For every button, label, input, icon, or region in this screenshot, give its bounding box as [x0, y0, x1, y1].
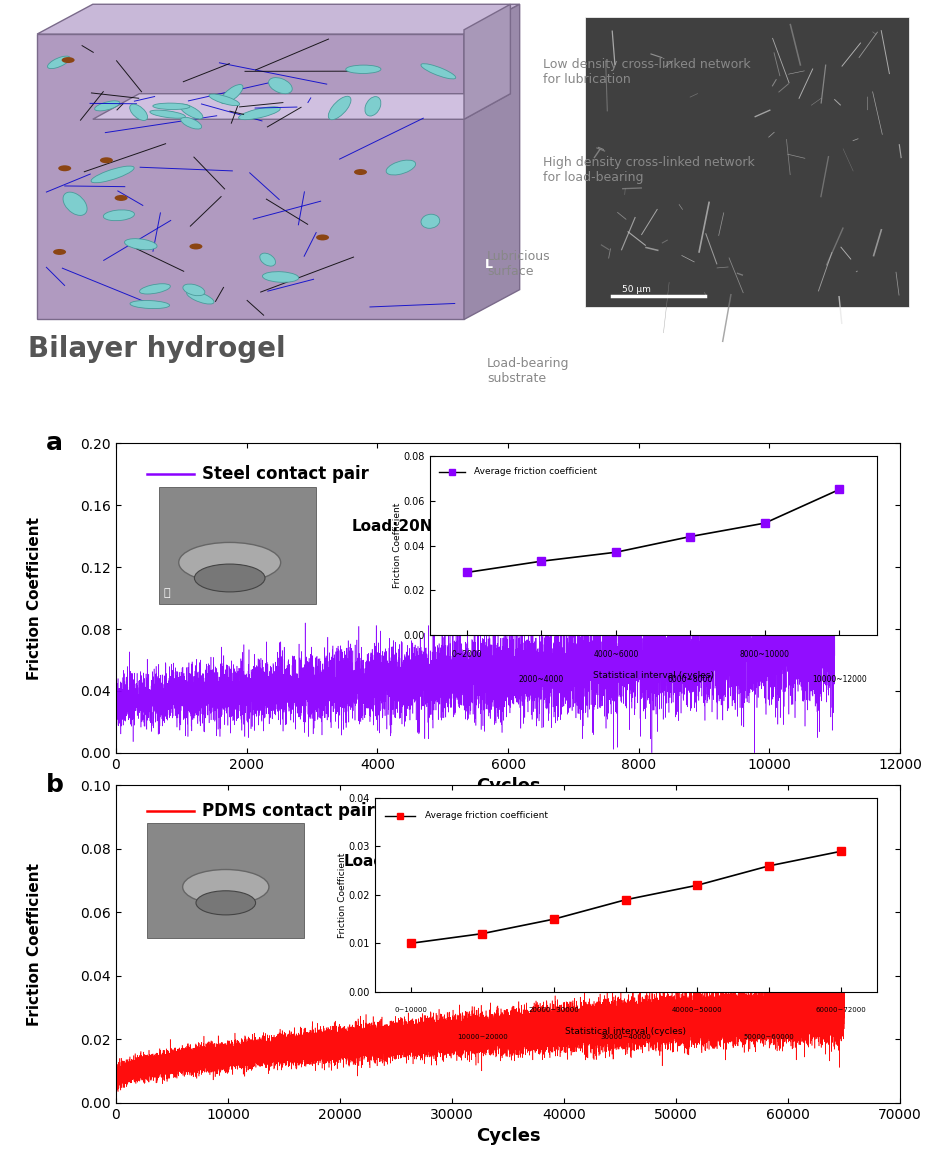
Circle shape: [61, 57, 74, 63]
Ellipse shape: [421, 64, 455, 79]
Circle shape: [58, 166, 71, 172]
Circle shape: [114, 195, 127, 201]
Text: 📷: 📷: [163, 588, 170, 599]
Bar: [159, 487, 315, 605]
Text: Load-bearing
substrate: Load-bearing substrate: [487, 357, 569, 385]
Circle shape: [195, 564, 265, 592]
Ellipse shape: [262, 272, 298, 282]
Bar: [584, 18, 908, 307]
Bar: [147, 824, 304, 938]
Text: a: a: [45, 431, 62, 455]
Text: Load:20N: Load:20N: [350, 519, 432, 534]
Ellipse shape: [209, 95, 239, 106]
Ellipse shape: [421, 215, 439, 229]
Polygon shape: [37, 5, 519, 34]
Circle shape: [100, 158, 113, 163]
X-axis label: Cycles: Cycles: [476, 777, 540, 795]
Ellipse shape: [183, 284, 205, 295]
Ellipse shape: [153, 103, 190, 110]
Ellipse shape: [47, 56, 70, 69]
X-axis label: Cycles: Cycles: [476, 1127, 540, 1145]
Ellipse shape: [268, 77, 292, 93]
Ellipse shape: [139, 284, 171, 294]
Ellipse shape: [186, 291, 214, 305]
Polygon shape: [37, 34, 464, 320]
Ellipse shape: [149, 110, 185, 118]
Y-axis label: Friction Coefficient: Friction Coefficient: [27, 862, 42, 1026]
Circle shape: [196, 890, 255, 915]
Circle shape: [353, 169, 366, 175]
Text: L: L: [485, 258, 493, 271]
Polygon shape: [93, 93, 510, 119]
Ellipse shape: [124, 239, 157, 250]
Ellipse shape: [346, 65, 381, 74]
Ellipse shape: [180, 104, 203, 119]
Ellipse shape: [63, 193, 87, 216]
Ellipse shape: [91, 166, 134, 183]
Ellipse shape: [221, 84, 243, 104]
Text: High density cross-linked network
for load-bearing: High density cross-linked network for lo…: [542, 156, 754, 184]
Text: 50 μm: 50 μm: [621, 285, 650, 294]
Ellipse shape: [95, 100, 120, 111]
Circle shape: [316, 235, 329, 240]
Text: PDMS contact pair: PDMS contact pair: [202, 802, 375, 819]
Text: Bilayer hydrogel: Bilayer hydrogel: [28, 335, 286, 363]
Text: b: b: [45, 773, 63, 797]
Ellipse shape: [364, 97, 380, 116]
Polygon shape: [464, 5, 510, 119]
Circle shape: [179, 543, 280, 582]
Circle shape: [183, 869, 269, 904]
Text: Lubricious
surface: Lubricious surface: [487, 250, 551, 278]
Ellipse shape: [386, 160, 415, 175]
Circle shape: [53, 249, 66, 254]
Circle shape: [189, 244, 202, 250]
Text: Steel contact pair: Steel contact pair: [202, 466, 369, 483]
Ellipse shape: [328, 96, 350, 120]
Text: Load:20N: Load:20N: [343, 854, 425, 869]
Y-axis label: Friction Coefficient: Friction Coefficient: [27, 517, 42, 679]
Polygon shape: [464, 5, 519, 320]
Ellipse shape: [260, 253, 275, 266]
Ellipse shape: [130, 104, 147, 120]
Ellipse shape: [238, 107, 280, 120]
Ellipse shape: [130, 301, 170, 308]
Ellipse shape: [181, 117, 201, 130]
Ellipse shape: [103, 210, 134, 221]
Text: Low density cross-linked network
for lubrication: Low density cross-linked network for lub…: [542, 58, 750, 86]
